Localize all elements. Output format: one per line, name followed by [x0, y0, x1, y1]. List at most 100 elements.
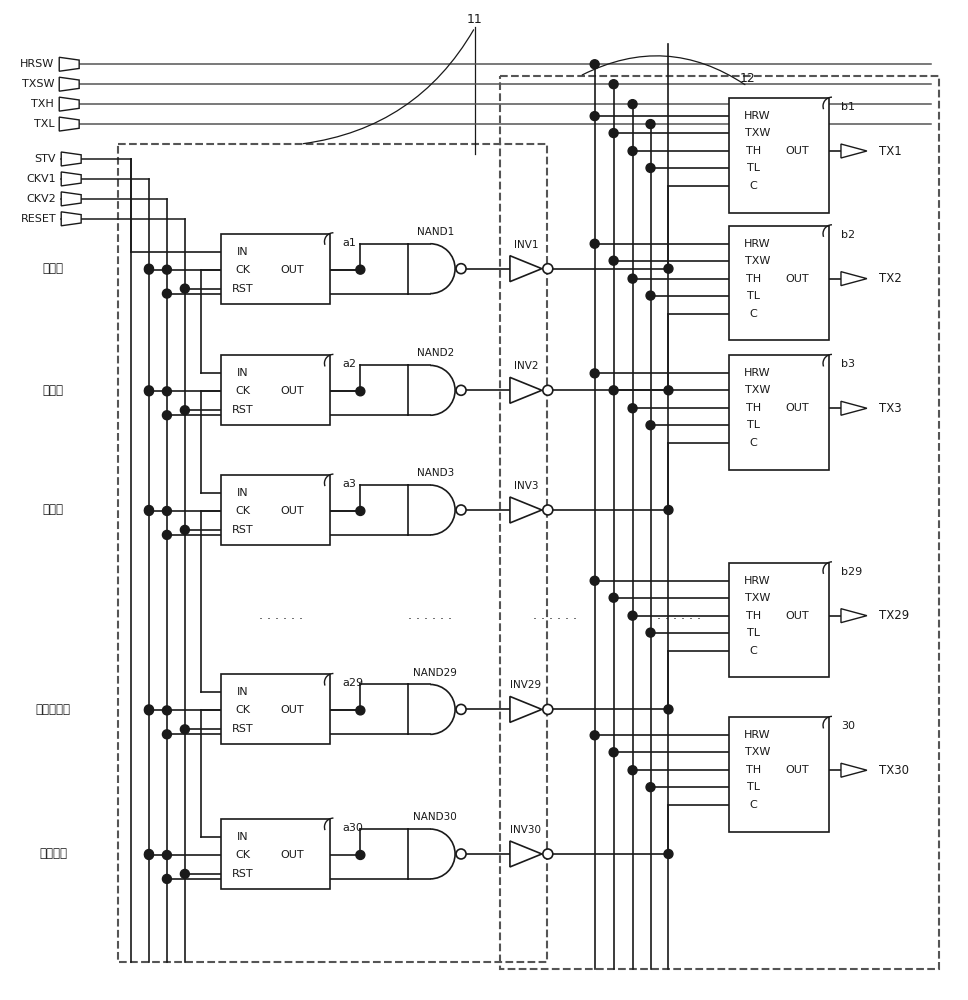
Text: IN: IN — [237, 368, 249, 378]
Text: NAND30: NAND30 — [413, 812, 457, 822]
Text: b1: b1 — [841, 102, 855, 112]
Circle shape — [628, 611, 637, 620]
Circle shape — [609, 80, 619, 89]
Circle shape — [456, 849, 466, 859]
Text: C: C — [749, 438, 757, 448]
Bar — [729, 563, 829, 677]
Circle shape — [628, 147, 637, 155]
Text: TX29: TX29 — [879, 609, 909, 622]
Circle shape — [590, 369, 599, 378]
Circle shape — [456, 385, 466, 395]
Text: 第三级: 第三级 — [43, 503, 64, 516]
Circle shape — [543, 505, 553, 515]
Polygon shape — [510, 696, 542, 722]
Text: INV30: INV30 — [510, 825, 541, 835]
Text: OUT: OUT — [785, 403, 809, 413]
Circle shape — [628, 274, 637, 283]
Text: INV3: INV3 — [514, 481, 538, 491]
Circle shape — [543, 264, 553, 274]
Circle shape — [646, 291, 655, 300]
Text: TXW: TXW — [744, 593, 770, 603]
Circle shape — [144, 705, 154, 714]
Text: a2: a2 — [343, 359, 356, 369]
Text: INV2: INV2 — [514, 361, 538, 371]
Circle shape — [456, 505, 466, 515]
Text: b2: b2 — [841, 230, 855, 240]
Circle shape — [456, 704, 466, 714]
Text: a1: a1 — [343, 238, 356, 248]
Text: a3: a3 — [343, 479, 356, 489]
Text: IN: IN — [237, 247, 249, 257]
Text: RESET: RESET — [20, 214, 56, 224]
Bar — [221, 674, 330, 744]
Text: CKV2: CKV2 — [26, 194, 56, 204]
Circle shape — [590, 576, 599, 585]
Polygon shape — [59, 57, 79, 71]
Text: CK: CK — [235, 850, 250, 860]
Circle shape — [543, 704, 553, 714]
Circle shape — [144, 505, 154, 514]
Text: 第二级: 第二级 — [43, 384, 64, 397]
Polygon shape — [510, 497, 542, 523]
Text: RST: RST — [232, 525, 254, 535]
Text: HRW: HRW — [743, 239, 771, 249]
Text: TH: TH — [745, 611, 761, 621]
Text: · · · · · ·: · · · · · · — [657, 613, 702, 626]
Circle shape — [646, 163, 655, 172]
Text: RST: RST — [232, 284, 254, 294]
Circle shape — [180, 525, 190, 534]
Circle shape — [646, 120, 655, 129]
Circle shape — [646, 421, 655, 430]
Text: TXL: TXL — [34, 119, 54, 129]
Text: INV29: INV29 — [510, 680, 541, 690]
Text: C: C — [749, 309, 757, 319]
Circle shape — [163, 411, 171, 420]
Text: OUT: OUT — [785, 146, 809, 156]
Circle shape — [144, 386, 154, 395]
Text: OUT: OUT — [281, 506, 304, 516]
Text: b3: b3 — [841, 359, 855, 369]
Circle shape — [356, 506, 365, 515]
Circle shape — [646, 783, 655, 792]
Text: 第三十级: 第三十级 — [40, 847, 67, 860]
Bar — [221, 819, 330, 889]
Circle shape — [356, 850, 365, 859]
Circle shape — [543, 849, 553, 859]
Circle shape — [180, 869, 190, 878]
Text: TXH: TXH — [32, 99, 54, 109]
Polygon shape — [841, 763, 867, 777]
Circle shape — [590, 731, 599, 740]
Circle shape — [664, 705, 673, 714]
Circle shape — [356, 387, 365, 396]
Circle shape — [144, 849, 154, 858]
Text: HRW: HRW — [743, 368, 771, 378]
Circle shape — [144, 265, 154, 274]
Text: HRW: HRW — [743, 730, 771, 740]
Text: TX30: TX30 — [879, 764, 909, 777]
Polygon shape — [61, 172, 81, 186]
Polygon shape — [61, 212, 81, 226]
Circle shape — [628, 404, 637, 413]
Polygon shape — [841, 609, 867, 623]
Circle shape — [144, 387, 154, 396]
Bar — [221, 355, 330, 425]
Polygon shape — [510, 377, 542, 403]
Text: 30: 30 — [841, 721, 855, 731]
Text: OUT: OUT — [785, 611, 809, 621]
Circle shape — [628, 100, 637, 109]
Polygon shape — [841, 272, 867, 286]
Polygon shape — [59, 117, 79, 131]
Text: TL: TL — [746, 628, 760, 638]
Bar — [729, 355, 829, 470]
Text: NAND29: NAND29 — [413, 668, 457, 678]
Circle shape — [356, 265, 365, 274]
Text: CKV1: CKV1 — [26, 174, 56, 184]
Text: NAND2: NAND2 — [416, 348, 454, 358]
Text: C: C — [749, 646, 757, 656]
Text: TX1: TX1 — [879, 145, 901, 158]
Circle shape — [628, 766, 637, 775]
Circle shape — [590, 112, 599, 121]
Bar — [221, 475, 330, 545]
Text: TXW: TXW — [744, 256, 770, 266]
Circle shape — [609, 256, 619, 265]
